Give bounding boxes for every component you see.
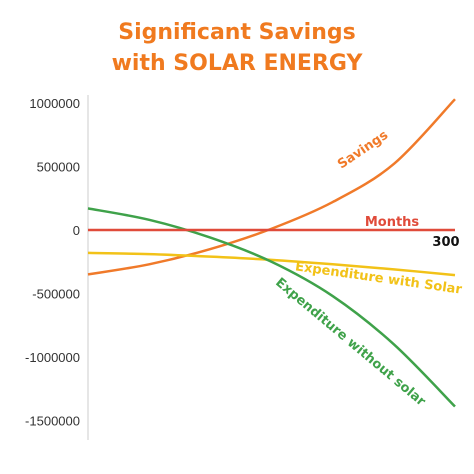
y-tick-label: 0 xyxy=(73,223,80,238)
series-label: Months xyxy=(365,215,420,230)
chart-title-line-1: Significant Savings xyxy=(118,20,356,45)
y-tick-label: 1000000 xyxy=(29,96,80,111)
series-label: Expenditure without solar xyxy=(272,275,428,410)
series-line-expenditure-without-solar xyxy=(87,207,456,408)
y-tick-label: -500000 xyxy=(32,287,80,302)
series-line-expenditure-with-solar xyxy=(87,251,456,277)
series-line-savings xyxy=(87,98,456,276)
series-label: Expenditure with Solar xyxy=(294,259,463,297)
chart-title-line-2: with SOLAR ENERGY xyxy=(111,51,363,76)
x-tick-label: 300 xyxy=(432,235,459,250)
y-tick-label: -1000000 xyxy=(25,350,80,365)
series-label: Savings xyxy=(335,128,391,173)
y-tick-label: 500000 xyxy=(37,160,80,175)
y-tick-label: -1500000 xyxy=(25,414,80,429)
